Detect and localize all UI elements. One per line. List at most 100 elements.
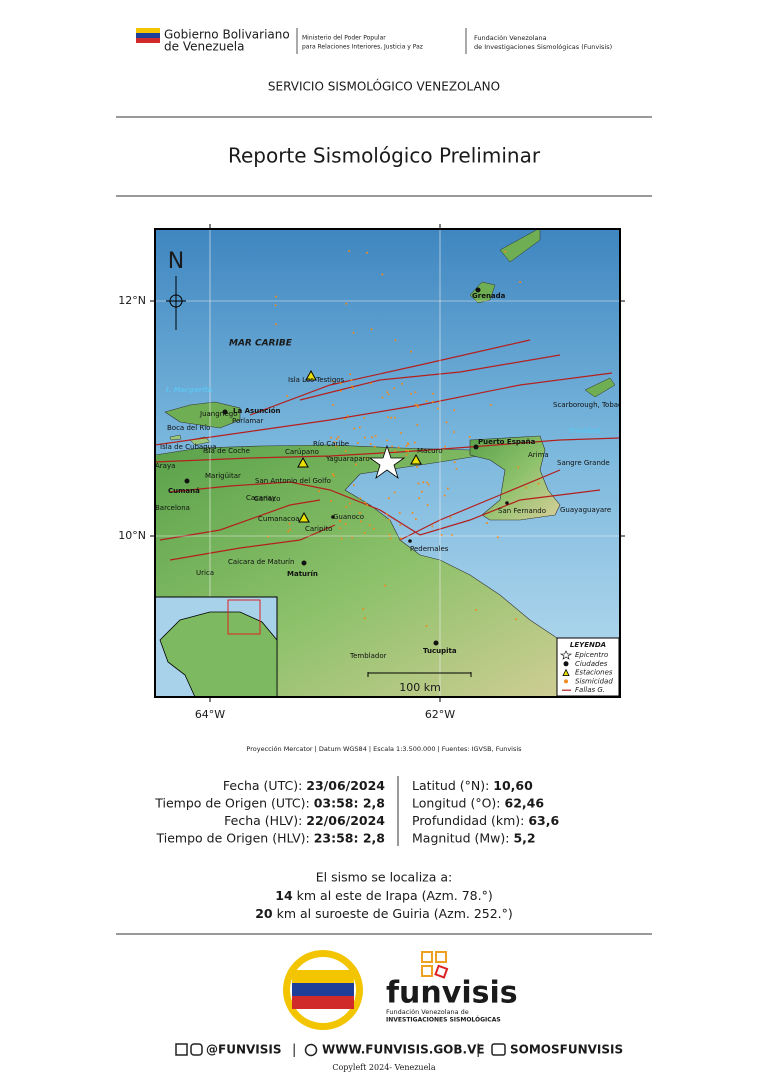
seismic-event <box>489 403 492 406</box>
seismic-event <box>371 436 374 439</box>
seismic-event <box>414 518 417 521</box>
ministry-line2: para Relaciones Interiores, Justicia y P… <box>302 44 423 51</box>
seismic-event <box>425 624 428 627</box>
funvisis-mark <box>421 951 449 979</box>
place-label: Cumaná <box>168 487 200 495</box>
location-line: 14 km al este de Irapa (Azm. 78.°) <box>275 888 492 903</box>
detail-row: Fecha (UTC): 23/06/2024 <box>223 778 385 793</box>
seismic-event <box>449 516 452 519</box>
location-text: km al suroeste de Guiria (Azm. 252.°) <box>277 906 513 921</box>
tobago <box>584 377 616 398</box>
seismic-event <box>372 527 375 530</box>
distance: 14 <box>275 888 293 903</box>
legend-symbol <box>562 668 570 676</box>
seismicity <box>267 250 540 627</box>
seismic-event <box>413 441 416 444</box>
seismic-event <box>386 513 389 516</box>
detail-value: 23:58: 2,8 <box>314 830 385 845</box>
place-label: Araya <box>155 462 175 470</box>
seismic-event <box>363 436 366 439</box>
seismic-event <box>451 534 454 537</box>
seismic-event <box>405 444 408 447</box>
seismic-event <box>388 533 391 536</box>
seismic-event <box>350 379 353 382</box>
place-label: Scarborough, Tobago <box>553 401 627 409</box>
seismic-event <box>333 441 336 444</box>
seismic-event <box>369 442 372 445</box>
north-arrow <box>166 276 186 330</box>
detail-row: Profundidad (km): 63,6 <box>412 813 560 828</box>
gov-line1: Gobierno Bolivariano <box>164 28 290 42</box>
seismic-event <box>438 402 441 405</box>
place-label: Isla de Cubagua <box>160 443 216 451</box>
social-handle[interactable]: @FUNVISIS <box>206 1043 282 1057</box>
seismic-event <box>394 450 397 453</box>
place-label: San Fernando <box>498 507 546 515</box>
place-label: Casanay <box>246 494 276 502</box>
seismic-event <box>427 483 430 486</box>
place-label: Isla de Coche <box>203 447 250 455</box>
seismic-event <box>431 400 434 403</box>
place-label: Isla Los Testigos <box>288 376 345 384</box>
seismic-event <box>340 537 343 540</box>
detail-value: 23/06/2024 <box>306 778 385 793</box>
place-labels: Grenada Isla Los Testigos I. Margarita La A… <box>155 292 627 660</box>
lon-label: 64°W <box>195 708 225 721</box>
seismic-event <box>355 463 358 466</box>
seismic-event <box>515 618 518 621</box>
seismic-event <box>417 482 420 485</box>
seismic-event <box>446 487 449 490</box>
legend-item: Ciudades <box>575 660 608 668</box>
youtube-handle[interactable]: SOMOSFUNVISIS <box>510 1043 623 1057</box>
grenada <box>469 281 496 304</box>
seismic-event <box>275 295 278 298</box>
website[interactable]: WWW.FUNVISIS.GOB.VE <box>322 1043 485 1057</box>
seismic-event <box>410 350 413 353</box>
seismic-event <box>287 530 290 533</box>
seismic-event <box>289 528 292 531</box>
seismic-event <box>362 607 365 610</box>
place-label: Cariaco <box>254 495 280 503</box>
detail-label: Fecha (HLV): <box>224 813 302 828</box>
legend-item: Sismicidad <box>575 677 613 685</box>
seismic-event <box>416 423 419 426</box>
place-label: Caicara de Maturín <box>228 558 294 566</box>
seismic-event <box>350 384 353 387</box>
logo-sub: Fundación Venezolana de <box>386 1008 469 1016</box>
seismic-event <box>329 436 332 439</box>
seismic-event <box>352 484 355 487</box>
social-icons <box>175 1043 506 1057</box>
place-label: Barcelona <box>155 504 190 512</box>
seismic-event <box>348 502 351 505</box>
place-label: Caripito <box>305 525 332 533</box>
legend-symbol <box>564 679 568 684</box>
detail-value: 62,46 <box>505 795 545 810</box>
seismic-event <box>414 403 417 406</box>
place-label: Guanoco <box>333 513 364 521</box>
seismic-event <box>274 304 277 307</box>
seismic-event <box>475 608 478 611</box>
foundation-line2: de Investigaciones Sismológicas (Funvisi… <box>474 43 612 51</box>
seismic-event <box>359 497 362 500</box>
seismic-event <box>364 501 367 504</box>
location-line: 20 km al suroeste de Guiria (Azm. 252.°) <box>255 906 513 921</box>
scale-label: 100 km <box>399 681 441 694</box>
seismic-event <box>339 527 342 530</box>
seismic-event <box>407 449 410 452</box>
place-label: Guayaguayare <box>560 506 611 514</box>
seismic-event <box>415 465 418 468</box>
place-label: Urica <box>196 569 214 577</box>
seismic-event <box>399 523 402 526</box>
legend-item: Estaciones <box>575 669 613 677</box>
place-label: La Asunción <box>233 407 281 415</box>
seismic-event <box>368 524 371 527</box>
detail-label: Latitud (°N): <box>412 778 489 793</box>
seismic-event <box>525 486 528 489</box>
seismic-event <box>453 461 456 464</box>
seismic-event <box>410 392 413 395</box>
seismic-event <box>443 494 446 497</box>
seismic-event <box>401 382 404 385</box>
detail-row: Longitud (°O): 62,46 <box>412 795 544 810</box>
seismic-event <box>496 536 499 539</box>
seismic-event <box>363 617 366 620</box>
